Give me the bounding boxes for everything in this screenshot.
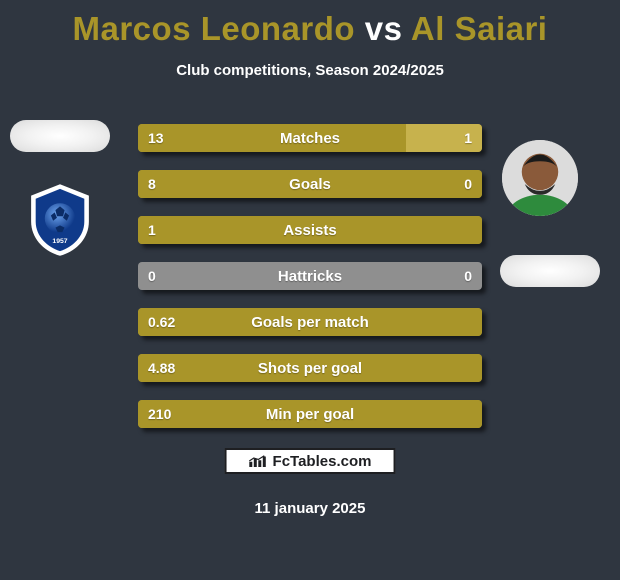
title-player-1: Marcos Leonardo bbox=[73, 10, 356, 47]
chart-icon bbox=[249, 454, 267, 468]
stat-bar: 1Assists bbox=[138, 216, 482, 244]
stat-bar: 4.88Shots per goal bbox=[138, 354, 482, 382]
comparison-card: Marcos Leonardo vs Al Saiari Club compet… bbox=[0, 0, 620, 580]
subtitle: Club competitions, Season 2024/2025 bbox=[0, 62, 620, 79]
stat-bars: 131Matches 80Goals 1Assists 00Hattricks 0.62… bbox=[138, 124, 482, 446]
page-title: Marcos Leonardo vs Al Saiari bbox=[0, 0, 620, 48]
stat-bar: 00Hattricks bbox=[138, 262, 482, 290]
stat-bar: 0.62Goals per match bbox=[138, 308, 482, 336]
flag-player-1 bbox=[10, 120, 110, 152]
stat-bar: 131Matches bbox=[138, 124, 482, 152]
avatar-player-2 bbox=[502, 140, 578, 216]
stat-bar: 210Min per goal bbox=[138, 400, 482, 428]
brand-text: FcTables.com bbox=[273, 453, 372, 470]
stat-bar: 80Goals bbox=[138, 170, 482, 198]
title-player-2: Al Saiari bbox=[411, 10, 548, 47]
date-text: 11 january 2025 bbox=[0, 500, 620, 517]
title-vs: vs bbox=[365, 10, 403, 47]
brand-badge: FcTables.com bbox=[225, 448, 396, 474]
flag-player-2 bbox=[500, 255, 600, 287]
svg-text:1957: 1957 bbox=[52, 238, 67, 245]
club-badge-player-1: 1957 bbox=[22, 182, 98, 258]
